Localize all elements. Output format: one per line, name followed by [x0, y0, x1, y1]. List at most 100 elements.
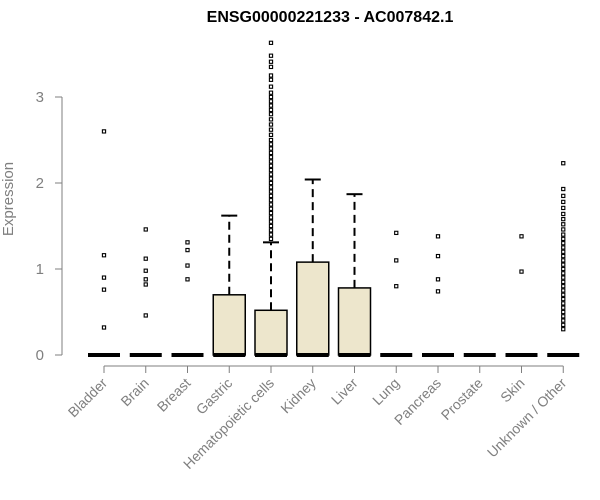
outlier-point — [561, 322, 566, 328]
outlier-point — [268, 155, 274, 160]
y-tick-label: 2 — [36, 175, 44, 192]
x-tick-label: Bladder — [65, 375, 111, 421]
outlier-point — [268, 176, 274, 181]
box-group — [171, 240, 204, 357]
box-group — [380, 230, 413, 357]
outlier-point — [268, 210, 274, 216]
outlier-point — [268, 77, 274, 82]
outlier-point — [268, 223, 274, 229]
outlier-point — [268, 127, 274, 132]
outlier-point — [561, 232, 566, 237]
outlier-point — [101, 253, 107, 258]
box-group — [337, 193, 372, 357]
outlier-point — [268, 122, 274, 127]
x-tick-label: Liver — [328, 375, 361, 408]
outlier-point — [268, 137, 274, 143]
box-group — [547, 161, 580, 357]
outlier-point — [268, 64, 274, 70]
outlier-point — [268, 202, 274, 207]
outlier-point — [101, 287, 107, 292]
outlier-point — [268, 107, 274, 113]
outlier-point — [268, 59, 274, 64]
outlier-point — [268, 159, 274, 164]
outlier-point — [268, 193, 274, 199]
outlier-point — [561, 227, 566, 232]
outlier-point — [185, 240, 190, 245]
outlier-point — [185, 263, 190, 268]
outlier-point — [143, 313, 148, 318]
outlier-point — [561, 161, 566, 166]
outlier-point — [561, 258, 566, 263]
outlier-point — [268, 206, 274, 211]
outlier-point — [268, 103, 274, 108]
outlier-point — [268, 172, 274, 177]
outlier-point — [561, 216, 566, 222]
outlier-point — [394, 284, 399, 289]
outlier-point — [268, 180, 274, 186]
outlier-point — [519, 234, 524, 239]
outlier-point — [435, 234, 441, 239]
outlier-point — [435, 253, 441, 259]
outlier-point — [268, 150, 274, 156]
outlier-point — [561, 275, 566, 280]
y-axis-label: Expression — [0, 162, 17, 236]
y-tick-label: 1 — [36, 261, 44, 278]
outlier-point — [561, 266, 566, 272]
outlier-point — [519, 269, 524, 274]
outlier-point — [561, 262, 566, 267]
outlier-point — [143, 268, 148, 273]
y-axis: 0 1 2 3 — [36, 89, 63, 364]
outlier-point — [268, 94, 274, 100]
outlier-point — [394, 230, 399, 236]
outlier-point — [268, 185, 274, 190]
outlier-point — [185, 247, 190, 253]
box-group — [422, 234, 454, 357]
outlier-point — [268, 163, 274, 168]
outlier-point — [561, 271, 566, 276]
outlier-point — [561, 199, 566, 205]
outlier-point — [561, 309, 566, 315]
outlier-point — [561, 222, 566, 227]
box-body — [254, 309, 288, 356]
x-tick-label: Kidney — [277, 375, 319, 417]
y-tick-label: 0 — [36, 347, 44, 364]
outlier-point — [561, 284, 566, 289]
outlier-point — [268, 219, 274, 224]
box-group — [88, 129, 120, 357]
boxes-layer — [88, 40, 580, 357]
outlier-point — [561, 305, 566, 310]
outlier-point — [268, 142, 274, 147]
outlier-point — [561, 279, 566, 285]
outlier-point — [561, 301, 566, 306]
outlier-point — [561, 236, 566, 242]
outlier-point — [268, 228, 274, 233]
x-tick-label: Lung — [369, 375, 402, 408]
x-tick-label: Skin — [497, 375, 528, 406]
outlier-point — [268, 198, 274, 203]
box-group — [505, 234, 538, 357]
outlier-point — [143, 277, 148, 282]
outlier-point — [268, 53, 274, 58]
outlier-point — [561, 205, 566, 211]
outlier-point — [185, 277, 190, 282]
outlier-point — [268, 167, 274, 173]
x-tick-label: Unknown / Other — [484, 375, 570, 461]
x-tick-label: Brain — [117, 375, 151, 409]
outlier-point — [561, 314, 566, 319]
outlier-point — [561, 186, 566, 192]
outlier-point — [143, 227, 148, 232]
outlier-point — [268, 132, 274, 137]
box-body — [337, 287, 372, 356]
outlier-point — [561, 296, 566, 302]
outlier-point — [561, 211, 566, 217]
outlier-point — [101, 129, 107, 134]
box-group — [254, 40, 288, 357]
box-group — [212, 214, 246, 357]
outlier-point — [561, 241, 566, 246]
outlier-point — [268, 189, 274, 194]
y-tick-label: 3 — [36, 89, 44, 106]
box-group — [296, 178, 330, 357]
outlier-point — [268, 84, 274, 89]
